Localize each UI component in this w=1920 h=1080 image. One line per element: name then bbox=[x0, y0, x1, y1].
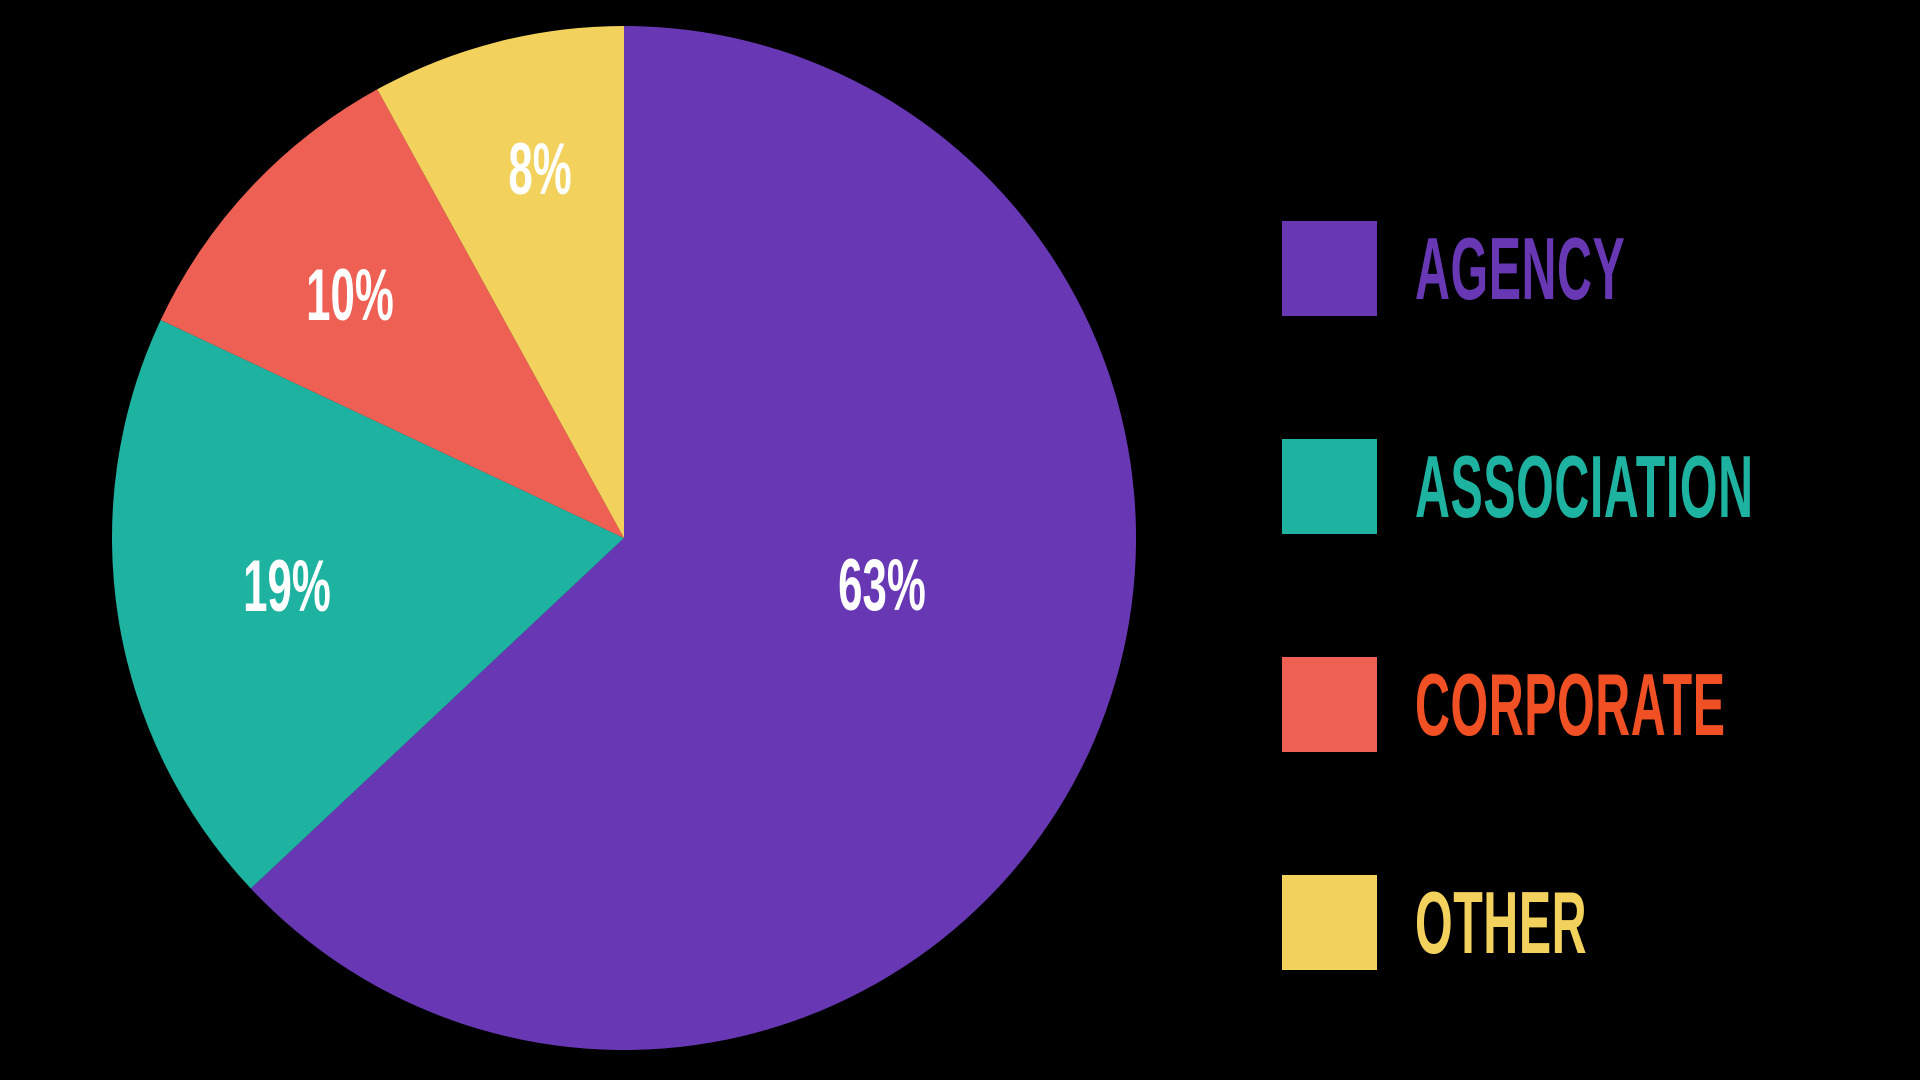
legend-item-other: OTHER bbox=[1282, 875, 1728, 970]
pie-value-label-association: 19% bbox=[243, 546, 331, 627]
pie-slice-association bbox=[111, 320, 624, 889]
legend-item-corporate: CORPORATE bbox=[1282, 657, 1920, 752]
legend-swatch-agency bbox=[1282, 221, 1377, 316]
legend-item-agency: AGENCY bbox=[1282, 221, 1798, 316]
legend-label-corporate: CORPORATE bbox=[1415, 655, 1726, 754]
legend-label-agency: AGENCY bbox=[1415, 219, 1626, 318]
legend-label-other: OTHER bbox=[1415, 873, 1588, 972]
pie-slice-other bbox=[377, 25, 624, 538]
legend-item-association: ASSOCIATION bbox=[1282, 439, 1920, 534]
pie-value-label-other: 8% bbox=[508, 129, 571, 210]
pie-slice-agency bbox=[250, 25, 1137, 1050]
legend-swatch-association bbox=[1282, 439, 1377, 534]
legend-label-association: ASSOCIATION bbox=[1415, 437, 1754, 536]
pie-value-label-corporate: 10% bbox=[306, 255, 394, 336]
pie-slice-corporate bbox=[160, 89, 624, 539]
pie-value-label-agency: 63% bbox=[838, 545, 926, 626]
legend-swatch-corporate bbox=[1282, 657, 1377, 752]
legend-swatch-other bbox=[1282, 875, 1377, 970]
